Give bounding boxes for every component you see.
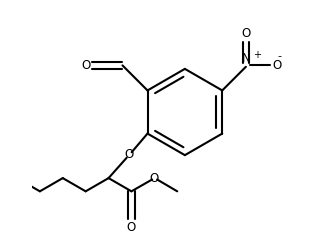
Text: O: O xyxy=(272,59,281,72)
Text: O: O xyxy=(125,148,134,161)
Text: O: O xyxy=(150,172,159,185)
Text: O: O xyxy=(127,221,136,233)
Text: O: O xyxy=(241,27,251,40)
Text: +: + xyxy=(253,50,261,60)
Text: O: O xyxy=(81,59,91,72)
Text: -: - xyxy=(278,51,282,61)
Text: N: N xyxy=(241,52,250,65)
